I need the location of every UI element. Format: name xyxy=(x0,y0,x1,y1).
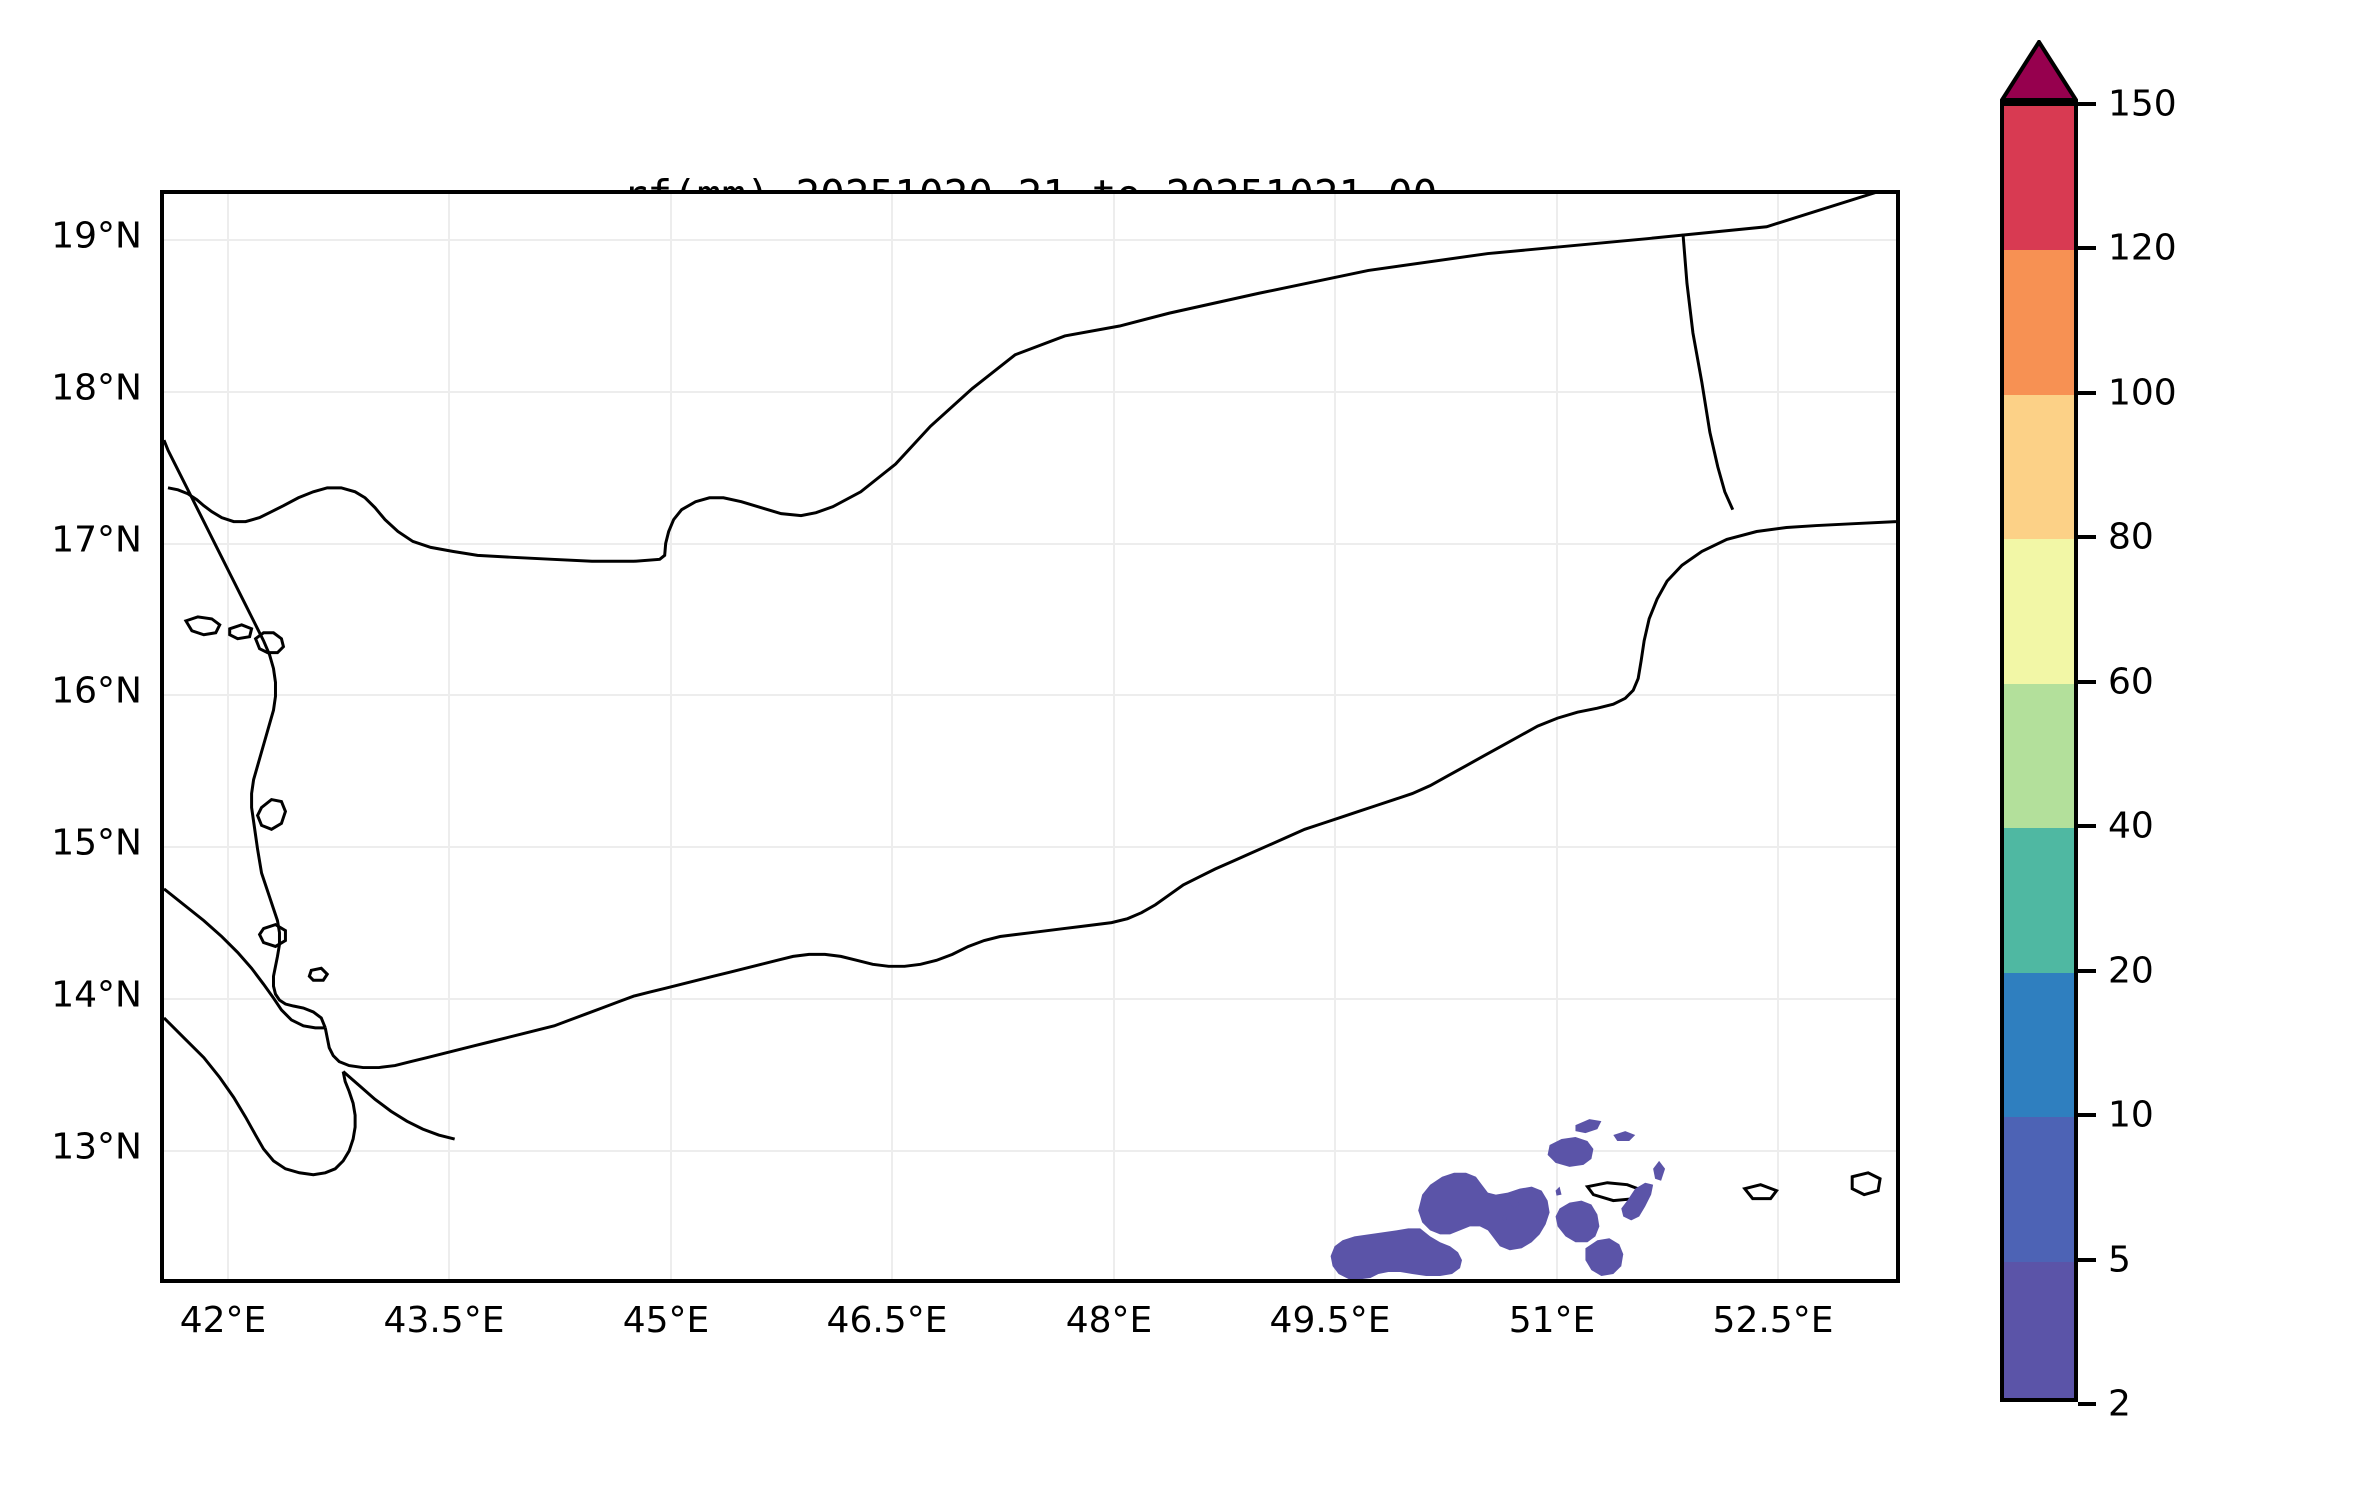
coastline-horn-fragment xyxy=(342,1070,456,1141)
island-kamaran xyxy=(253,631,286,655)
precip-cell xyxy=(1509,1198,1520,1209)
colorbar-tick-100 xyxy=(2078,391,2096,395)
precip-cell xyxy=(1575,1119,1602,1134)
map-plot-area xyxy=(164,194,1896,1279)
xtick-label-48e: 48°E xyxy=(1065,1300,1153,1341)
colorbar-band-5-10 xyxy=(2004,1117,2074,1263)
coastline-south-arabia xyxy=(323,520,1896,1070)
gridline-lat-13 xyxy=(164,1150,1896,1152)
gridline-lat-15 xyxy=(164,846,1896,848)
colorbar-band-60-80 xyxy=(2004,539,2074,685)
precip-cell xyxy=(1621,1182,1654,1221)
border-southwest xyxy=(164,1016,357,1177)
colorbar-label-5: 5 xyxy=(2108,1239,2131,1281)
precip-cell xyxy=(1418,1172,1550,1251)
country-border-east xyxy=(1681,233,1735,511)
xtick-label-43p5e: 43.5°E xyxy=(383,1300,505,1341)
ytick-label-19n: 19°N xyxy=(51,215,142,257)
island-east-coast-edge xyxy=(1850,1171,1882,1197)
coastline-red-sea xyxy=(164,439,327,1029)
colorbar-label-10: 10 xyxy=(2108,1094,2154,1136)
xtick-label-52p5e: 52.5°E xyxy=(1712,1300,1834,1341)
colorbar-label-40: 40 xyxy=(2108,805,2154,847)
colorbar-extend-arrow xyxy=(2000,40,2078,102)
precip-cell xyxy=(1547,1137,1594,1167)
precip-cell xyxy=(1501,1214,1507,1221)
gridline-lon-43p5 xyxy=(448,194,450,1279)
border-west-inland xyxy=(164,887,326,1030)
precip-cell xyxy=(1555,1200,1600,1243)
ytick-label-14n: 14°N xyxy=(51,974,142,1016)
precip-cell xyxy=(1330,1228,1463,1279)
xtick-label-51e: 51°E xyxy=(1508,1300,1596,1341)
map-geometry xyxy=(164,194,1896,1279)
gridline-lat-19 xyxy=(164,239,1896,241)
colorbar-body xyxy=(2000,102,2078,1402)
colorbar-band-10-20 xyxy=(2004,972,2074,1118)
gridline-lon-46p5 xyxy=(891,194,893,1279)
gridline-lon-45 xyxy=(670,194,672,1279)
island-small-2 xyxy=(228,623,254,641)
island-small-1 xyxy=(183,615,222,637)
colorbar-tick-120 xyxy=(2078,246,2096,250)
colorbar-label-80: 80 xyxy=(2108,516,2154,558)
colorbar-band-20-40 xyxy=(2004,828,2074,974)
precip-cell xyxy=(1555,1186,1562,1196)
colorbar-label-60: 60 xyxy=(2108,661,2154,703)
colorbar-label-2: 2 xyxy=(2108,1383,2131,1425)
colorbar-tick-2 xyxy=(2078,1402,2096,1406)
xtick-label-49p5e: 49.5°E xyxy=(1269,1300,1391,1341)
gridline-lon-51 xyxy=(1556,194,1558,1279)
xtick-label-46p5e: 46.5°E xyxy=(826,1300,948,1341)
map-axes xyxy=(160,190,1900,1283)
colorbar-label-120: 120 xyxy=(2108,227,2177,269)
island-hanish xyxy=(255,797,288,831)
gridline-lon-48 xyxy=(1113,194,1115,1279)
precip-field-2to5mm xyxy=(1330,1119,1666,1279)
gridline-lon-49p5 xyxy=(1334,194,1336,1279)
xtick-label-42e: 42°E xyxy=(179,1300,267,1341)
gridline-lon-52p5 xyxy=(1777,194,1779,1279)
colorbar-tick-10 xyxy=(2078,1113,2096,1117)
ytick-label-18n: 18°N xyxy=(51,367,142,409)
gridline-lon-42 xyxy=(227,194,229,1279)
colorbar-tick-20 xyxy=(2078,969,2096,973)
gridline-lat-18 xyxy=(164,391,1896,393)
gridline-lat-14 xyxy=(164,998,1896,1000)
precip-cell xyxy=(1653,1160,1666,1181)
colorbar-band-80-100 xyxy=(2004,394,2074,540)
country-border-north xyxy=(167,194,1876,563)
island-small-3 xyxy=(307,966,330,982)
precip-cell xyxy=(1613,1131,1636,1142)
xtick-label-45e: 45°E xyxy=(622,1300,710,1341)
precip-cell xyxy=(1585,1238,1624,1277)
colorbar-tick-5 xyxy=(2078,1258,2096,1262)
colorbar-tick-60 xyxy=(2078,680,2096,684)
colorbar-label-150: 150 xyxy=(2108,83,2177,125)
colorbar-label-20: 20 xyxy=(2108,950,2154,992)
colorbar-band-100-120 xyxy=(2004,250,2074,396)
colorbar-tick-150 xyxy=(2078,102,2096,106)
colorbar-band-120-150 xyxy=(2004,106,2074,251)
colorbar-band-2-5 xyxy=(2004,1261,2074,1398)
ytick-label-17n: 17°N xyxy=(51,519,142,561)
colorbar-tick-80 xyxy=(2078,535,2096,539)
colorbar-label-100: 100 xyxy=(2108,372,2177,414)
gridline-lat-17 xyxy=(164,543,1896,545)
colorbar-band-40-60 xyxy=(2004,683,2074,829)
ytick-label-13n: 13°N xyxy=(51,1126,142,1168)
island-perim xyxy=(257,922,287,949)
colorbar-tick-40 xyxy=(2078,824,2096,828)
island-abdalkuri xyxy=(1742,1183,1779,1201)
ytick-label-16n: 16°N xyxy=(51,670,142,712)
ytick-label-15n: 15°N xyxy=(51,822,142,864)
gridline-lat-16 xyxy=(164,694,1896,696)
colorbar: 150 120 100 80 60 40 20 10 5 2 xyxy=(2000,40,2330,1425)
